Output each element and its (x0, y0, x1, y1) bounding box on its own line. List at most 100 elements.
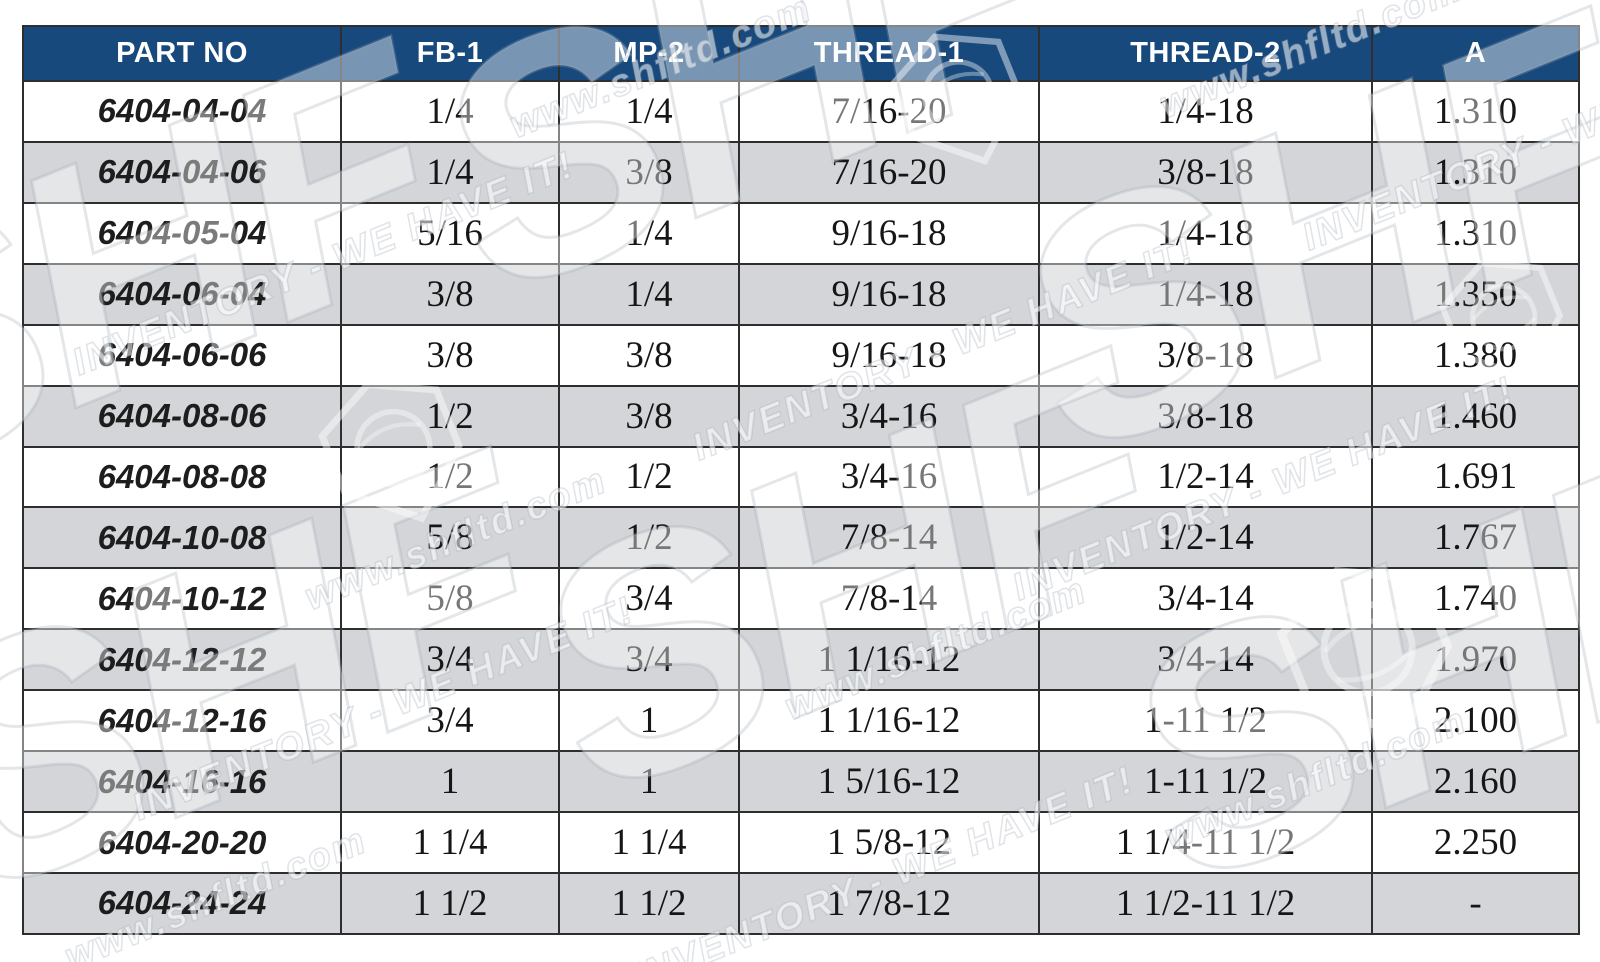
value-cell: 1.310 (1371, 140, 1580, 204)
value-cell: 3/8 (340, 323, 560, 387)
value-cell: 1-11 1/2 (1038, 750, 1373, 814)
column-header-a: A (1371, 25, 1580, 82)
part-no-cell: 6404-12-12 (22, 628, 342, 692)
value-cell: 1 1/2 (340, 871, 560, 936)
value-cell: 1.310 (1371, 201, 1580, 265)
part-no-cell: 6404-16-16 (22, 750, 342, 814)
part-no-cell: 6404-08-06 (22, 384, 342, 448)
column-header-thread1: THREAD-1 (738, 25, 1040, 82)
value-cell: 3/4 (340, 689, 560, 753)
value-cell: 1.460 (1371, 384, 1580, 448)
value-cell: 1.380 (1371, 323, 1580, 387)
table-row: 6404-06-06 3/8 3/8 9/16-18 3/8-18 1.380 (22, 323, 1580, 387)
value-cell: 1/2 (340, 445, 560, 509)
value-cell: 3/4 (558, 567, 740, 631)
value-cell: 5/8 (340, 567, 560, 631)
value-cell: 1/4 (558, 201, 740, 265)
table-body: 6404-04-04 1/4 1/4 7/16-20 1/4-18 1.310 6404-0… (22, 80, 1580, 936)
part-no-cell: 6404-05-04 (22, 201, 342, 265)
value-cell: 1.310 (1371, 80, 1580, 143)
value-cell: 5/8 (340, 506, 560, 570)
value-cell: 3/8 (558, 140, 740, 204)
value-cell: 3/8 (558, 323, 740, 387)
value-cell: 3/4 (558, 628, 740, 692)
value-cell: 1.970 (1371, 628, 1580, 692)
header-row: PART NO FB-1 MP-2 THREAD-1 THREAD-2 A (22, 25, 1580, 82)
table-row: 6404-12-12 3/4 3/4 1 1/16-12 3/4-14 1.970 (22, 628, 1580, 692)
table-row: 6404-10-12 5/8 3/4 7/8-14 3/4-14 1.740 (22, 567, 1580, 631)
table-row: 6404-04-06 1/4 3/8 7/16-20 3/8-18 1.310 (22, 140, 1580, 204)
value-cell: 3/4-14 (1038, 628, 1373, 692)
table-row: 6404-20-20 1 1/4 1 1/4 1 5/8-12 1 1/4-11 1/2… (22, 811, 1580, 874)
table-row: 6404-06-04 3/8 1/4 9/16-18 1/4-18 1.350 (22, 262, 1580, 326)
value-cell: 1/4-18 (1038, 262, 1373, 326)
value-cell: 3/4-14 (1038, 567, 1373, 631)
value-cell: 1/4 (558, 80, 740, 143)
value-cell: 1 (340, 750, 560, 814)
value-cell: 1 1/2 (558, 871, 740, 936)
table-header: PART NO FB-1 MP-2 THREAD-1 THREAD-2 A (22, 25, 1580, 82)
value-cell: 1.691 (1371, 445, 1580, 509)
value-cell: 1 1/16-12 (738, 628, 1040, 692)
value-cell: 1 (558, 750, 740, 814)
value-cell: 3/8-18 (1038, 323, 1373, 387)
value-cell: 3/4-16 (738, 445, 1040, 509)
value-cell: 9/16-18 (738, 323, 1040, 387)
value-cell: 1-11 1/2 (1038, 689, 1373, 753)
value-cell: 7/8-14 (738, 506, 1040, 570)
value-cell: 3/8-18 (1038, 384, 1373, 448)
value-cell: 3/4 (340, 628, 560, 692)
value-cell: 1/4 (558, 262, 740, 326)
value-cell: 1 (558, 689, 740, 753)
parts-spec-table: PART NO FB-1 MP-2 THREAD-1 THREAD-2 A 64… (22, 25, 1580, 936)
value-cell: 1/2-14 (1038, 506, 1373, 570)
column-header-thread2: THREAD-2 (1038, 25, 1373, 82)
value-cell: 1.350 (1371, 262, 1580, 326)
part-no-cell: 6404-06-04 (22, 262, 342, 326)
value-cell: 2.160 (1371, 750, 1580, 814)
column-header-mp2: MP-2 (558, 25, 740, 82)
part-no-cell: 6404-20-20 (22, 811, 342, 874)
value-cell: 1 5/8-12 (738, 811, 1040, 874)
value-cell: 1/4 (340, 140, 560, 204)
part-no-cell: 6404-10-08 (22, 506, 342, 570)
value-cell: 1 7/8-12 (738, 871, 1040, 936)
part-no-cell: 6404-04-06 (22, 140, 342, 204)
part-no-cell: 6404-04-04 (22, 80, 342, 143)
value-cell: 3/8 (558, 384, 740, 448)
value-cell: 3/4-16 (738, 384, 1040, 448)
value-cell: 1 1/4 (558, 811, 740, 874)
part-no-cell: 6404-10-12 (22, 567, 342, 631)
part-no-cell: 6404-08-08 (22, 445, 342, 509)
value-cell: 7/16-20 (738, 140, 1040, 204)
value-cell: 7/16-20 (738, 80, 1040, 143)
value-cell: 9/16-18 (738, 262, 1040, 326)
value-cell: 1 1/2-11 1/2 (1038, 871, 1373, 936)
value-cell: 2.100 (1371, 689, 1580, 753)
table-row: 6404-08-08 1/2 1/2 3/4-16 1/2-14 1.691 (22, 445, 1580, 509)
value-cell: 1/2 (558, 445, 740, 509)
value-cell: 1/4 (340, 80, 560, 143)
part-no-cell: 6404-12-16 (22, 689, 342, 753)
value-cell: 1/2-14 (1038, 445, 1373, 509)
value-cell: 1/4-18 (1038, 201, 1373, 265)
value-cell: 3/8 (340, 262, 560, 326)
table-row: 6404-12-16 3/4 1 1 1/16-12 1-11 1/2 2.100 (22, 689, 1580, 753)
part-no-cell: 6404-24-24 (22, 871, 342, 936)
table-row: 6404-10-08 5/8 1/2 7/8-14 1/2-14 1.767 (22, 506, 1580, 570)
value-cell: 5/16 (340, 201, 560, 265)
table-row: 6404-16-16 1 1 1 5/16-12 1-11 1/2 2.160 (22, 750, 1580, 814)
value-cell: 1 5/16-12 (738, 750, 1040, 814)
value-cell: 1/4-18 (1038, 80, 1373, 143)
table-row: 6404-24-24 1 1/2 1 1/2 1 7/8-12 1 1/2-11 1/2… (22, 871, 1580, 936)
table-row: 6404-05-04 5/16 1/4 9/16-18 1/4-18 1.310 (22, 201, 1580, 265)
part-no-cell: 6404-06-06 (22, 323, 342, 387)
value-cell: 1/2 (558, 506, 740, 570)
value-cell: 1.767 (1371, 506, 1580, 570)
value-cell: 7/8-14 (738, 567, 1040, 631)
column-header-fb1: FB-1 (340, 25, 560, 82)
value-cell: 1/2 (340, 384, 560, 448)
table-row: 6404-08-06 1/2 3/8 3/4-16 3/8-18 1.460 (22, 384, 1580, 448)
value-cell: 1 1/4-11 1/2 (1038, 811, 1373, 874)
